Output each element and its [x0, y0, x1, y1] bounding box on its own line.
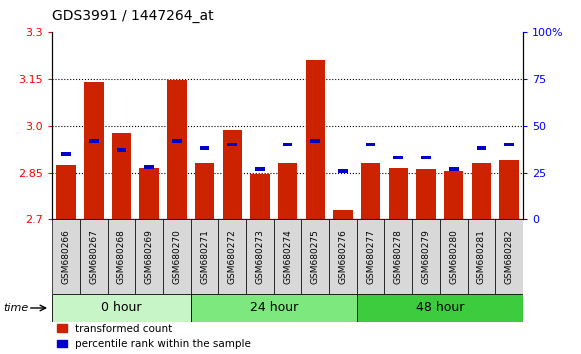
Text: GSM680278: GSM680278	[394, 229, 403, 284]
Text: GSM680266: GSM680266	[62, 229, 71, 284]
Text: GSM680272: GSM680272	[228, 229, 236, 284]
Text: time: time	[3, 303, 28, 313]
Bar	[167, 80, 187, 219]
Bar	[357, 294, 523, 322]
Bar	[393, 156, 403, 159]
Bar	[200, 146, 209, 150]
Bar	[56, 165, 76, 219]
Bar	[112, 133, 131, 219]
Bar	[495, 219, 523, 294]
Bar	[412, 219, 440, 294]
Text: GSM680274: GSM680274	[283, 229, 292, 284]
Bar	[191, 294, 357, 322]
Bar	[338, 169, 348, 172]
Bar	[223, 130, 242, 219]
Text: GSM680273: GSM680273	[256, 229, 264, 284]
Bar	[366, 143, 375, 146]
Bar	[333, 210, 353, 219]
Text: GSM680275: GSM680275	[311, 229, 320, 284]
Bar	[139, 168, 159, 219]
Bar	[163, 219, 191, 294]
Bar	[444, 171, 464, 219]
Text: GSM680277: GSM680277	[366, 229, 375, 284]
Bar	[417, 170, 436, 219]
Text: GSM680268: GSM680268	[117, 229, 126, 284]
Bar	[107, 219, 135, 294]
Bar	[449, 167, 458, 171]
Bar	[135, 219, 163, 294]
Text: GSM680270: GSM680270	[173, 229, 181, 284]
Bar	[195, 163, 214, 219]
Bar	[227, 143, 237, 146]
Bar	[52, 294, 191, 322]
Bar	[172, 139, 182, 143]
Text: GSM680282: GSM680282	[504, 229, 514, 284]
Text: GDS3991 / 1447264_at: GDS3991 / 1447264_at	[52, 9, 214, 23]
Text: GSM680267: GSM680267	[89, 229, 98, 284]
Bar	[80, 219, 107, 294]
Text: GSM680279: GSM680279	[421, 229, 431, 284]
Bar	[421, 156, 431, 159]
Bar	[361, 163, 381, 219]
Bar	[306, 60, 325, 219]
Bar	[144, 165, 154, 169]
Bar	[468, 219, 495, 294]
Bar	[250, 174, 270, 219]
Text: GSM680280: GSM680280	[449, 229, 458, 284]
Bar	[357, 219, 385, 294]
Text: 24 hour: 24 hour	[250, 302, 298, 314]
Bar	[61, 152, 71, 156]
Legend: transformed count, percentile rank within the sample: transformed count, percentile rank withi…	[58, 324, 251, 349]
Bar	[84, 82, 103, 219]
Bar	[117, 148, 126, 152]
Bar	[218, 219, 246, 294]
Bar	[385, 219, 412, 294]
Text: GSM680281: GSM680281	[477, 229, 486, 284]
Bar	[246, 219, 274, 294]
Bar	[310, 139, 320, 143]
Bar	[302, 219, 329, 294]
Bar	[274, 219, 302, 294]
Bar	[52, 219, 80, 294]
Text: 48 hour: 48 hour	[415, 302, 464, 314]
Bar	[283, 143, 292, 146]
Bar	[278, 163, 297, 219]
Bar	[389, 168, 408, 219]
Bar	[472, 163, 491, 219]
Bar	[440, 219, 468, 294]
Bar	[504, 143, 514, 146]
Bar	[191, 219, 218, 294]
Bar	[89, 139, 99, 143]
Bar	[476, 146, 486, 150]
Text: GSM680269: GSM680269	[145, 229, 154, 284]
Bar	[499, 160, 519, 219]
Bar	[255, 167, 265, 171]
Text: GSM680271: GSM680271	[200, 229, 209, 284]
Text: GSM680276: GSM680276	[339, 229, 347, 284]
Bar	[329, 219, 357, 294]
Text: 0 hour: 0 hour	[101, 302, 142, 314]
